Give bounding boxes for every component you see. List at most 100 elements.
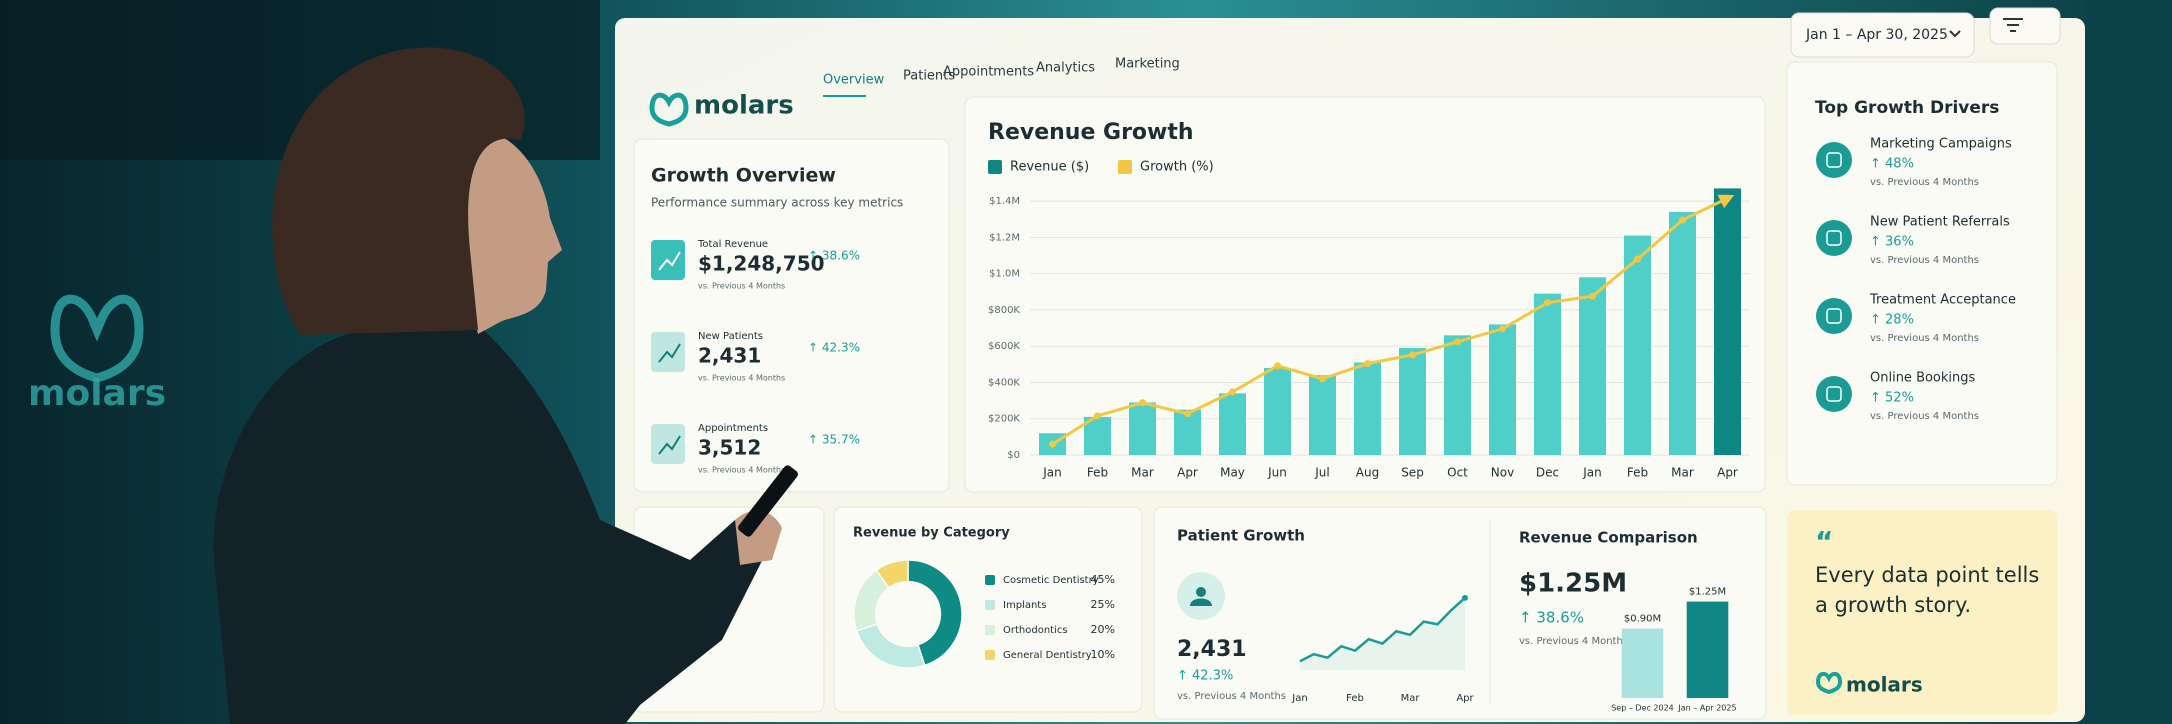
card bbox=[1786, 61, 2058, 486]
date-range[interactable]: Jan 1 – Apr 30, 2025 bbox=[1805, 27, 1948, 43]
growth-point bbox=[1409, 351, 1416, 359]
driver-glyph bbox=[1826, 308, 1842, 324]
x-tick-label: Sep – Dec 2024 bbox=[1611, 704, 1674, 713]
legend-swatch bbox=[988, 160, 1002, 174]
y-tick-label: $600K bbox=[988, 341, 1020, 352]
card-title: Top Growth Drivers bbox=[1815, 98, 1999, 118]
growth-line bbox=[1051, 194, 1735, 446]
card bbox=[1153, 506, 1767, 720]
quote-card bbox=[1787, 510, 2057, 715]
x-tick-label: Jan bbox=[1582, 466, 1602, 480]
chevron bbox=[1949, 30, 1961, 38]
filter-button[interactable] bbox=[1989, 7, 2061, 45]
legend-swatch bbox=[1118, 160, 1132, 174]
x-tick-label: Mar bbox=[1131, 466, 1154, 480]
x-tick-label: Jan – Apr 2025 bbox=[1677, 704, 1736, 713]
card bbox=[633, 138, 950, 493]
x-tick-label: Nov bbox=[1491, 466, 1514, 480]
nav-item[interactable]: Overview bbox=[823, 73, 885, 88]
sparkline-area bbox=[1300, 597, 1465, 670]
growth-point bbox=[1679, 216, 1686, 224]
logo-icon bbox=[649, 92, 689, 127]
kpi-glyph bbox=[658, 435, 681, 455]
bar bbox=[1309, 375, 1336, 455]
growth-point bbox=[1094, 412, 1101, 420]
bar bbox=[1264, 367, 1291, 455]
bar bbox=[1354, 362, 1381, 455]
y-tick-label: $1.2M bbox=[989, 232, 1020, 243]
bar bbox=[1624, 235, 1651, 455]
pie-segment bbox=[875, 559, 909, 589]
metric-value: $1.25M bbox=[1519, 569, 1627, 599]
x-tick-label: May bbox=[1220, 466, 1245, 480]
metric-note: vs. Previous 4 Months bbox=[1177, 691, 1286, 702]
bar bbox=[1669, 212, 1696, 455]
card-title: Patient Growth bbox=[1177, 527, 1305, 545]
bar bbox=[1714, 188, 1741, 455]
kpi-change: ↑ 35.7% bbox=[808, 433, 860, 447]
nav-item[interactable]: Patients bbox=[903, 69, 955, 84]
filter-icon bbox=[2003, 18, 2023, 32]
y-tick-label: $1.0M bbox=[989, 269, 1020, 280]
growth-point bbox=[1229, 388, 1236, 396]
phone bbox=[738, 465, 798, 537]
person bbox=[213, 47, 798, 724]
growth-point bbox=[1499, 325, 1506, 333]
x-tick-label: Sep bbox=[1401, 466, 1424, 480]
growth-point bbox=[1184, 410, 1191, 418]
person-face bbox=[455, 128, 562, 334]
growth-point bbox=[1274, 362, 1281, 370]
legend-swatch bbox=[985, 575, 995, 585]
nav-item[interactable]: Analytics bbox=[1036, 61, 1095, 76]
y-tick-label: $0 bbox=[1007, 450, 1020, 461]
y-tick-label: $400K bbox=[988, 377, 1020, 388]
x-tick-label: Feb bbox=[1346, 693, 1364, 704]
kpi-label: Appointments bbox=[698, 423, 768, 434]
kpi-note: vs. Previous 4 Months bbox=[698, 374, 785, 383]
value-label: 10% bbox=[1091, 648, 1115, 661]
logo-icon bbox=[1815, 671, 1843, 695]
value-label: 45% bbox=[1091, 573, 1115, 586]
kpi-note: vs. Previous 4 Months bbox=[698, 466, 785, 475]
driver-change: ↑ 48% bbox=[1870, 157, 1914, 172]
driver-note: vs. Previous 4 Months bbox=[1870, 411, 1979, 422]
value-label: $1.25M bbox=[1689, 587, 1726, 598]
kpi-value: $1,248,750 bbox=[698, 252, 825, 276]
logo-text: molars bbox=[1846, 673, 1923, 697]
kpi-change: ↑ 38.6% bbox=[808, 249, 860, 263]
x-tick-label: Jun bbox=[1267, 466, 1287, 480]
bar bbox=[1219, 393, 1246, 455]
card-subtitle: Performance summary across key metrics bbox=[651, 196, 903, 210]
legend-label: General Dentistry bbox=[1003, 650, 1092, 661]
sparkline-end bbox=[1462, 594, 1468, 601]
quote-mark: “ bbox=[1815, 525, 1833, 558]
x-tick-label: Feb bbox=[1087, 466, 1108, 480]
driver-note: vs. Previous 4 Months bbox=[1870, 255, 1979, 266]
growth-point bbox=[1634, 255, 1641, 263]
screen-edge bbox=[2085, 0, 2172, 724]
driver-glyph bbox=[1826, 386, 1842, 402]
date-picker[interactable] bbox=[1790, 12, 1975, 58]
kpi-glyph bbox=[658, 251, 681, 271]
bar bbox=[1129, 402, 1156, 455]
growth-point bbox=[1139, 399, 1146, 407]
growth-point bbox=[1049, 440, 1056, 448]
legend-label: Orthodontics bbox=[1003, 625, 1068, 636]
driver-change: ↑ 52% bbox=[1870, 391, 1914, 406]
x-tick-label: Jan bbox=[1042, 466, 1062, 480]
bar bbox=[1444, 335, 1471, 455]
chart-title: Revenue by Category bbox=[853, 526, 1010, 541]
y-tick-label: $200K bbox=[988, 414, 1020, 425]
kpi-change: ↑ 42.3% bbox=[808, 341, 860, 355]
driver-icon bbox=[1816, 376, 1852, 412]
metric-change: ↑ 38.6% bbox=[1519, 609, 1584, 627]
wall-logo-text: molars bbox=[28, 373, 166, 414]
kpi-value: 3,512 bbox=[698, 436, 761, 460]
growth-point bbox=[1589, 292, 1596, 300]
x-tick-label: Mar bbox=[1671, 466, 1694, 480]
pie-segment bbox=[907, 559, 963, 667]
nav-item[interactable]: Appointments bbox=[943, 65, 1034, 80]
nav-item[interactable]: Marketing bbox=[1115, 57, 1180, 72]
metric-value: 2,431 bbox=[1177, 637, 1247, 662]
